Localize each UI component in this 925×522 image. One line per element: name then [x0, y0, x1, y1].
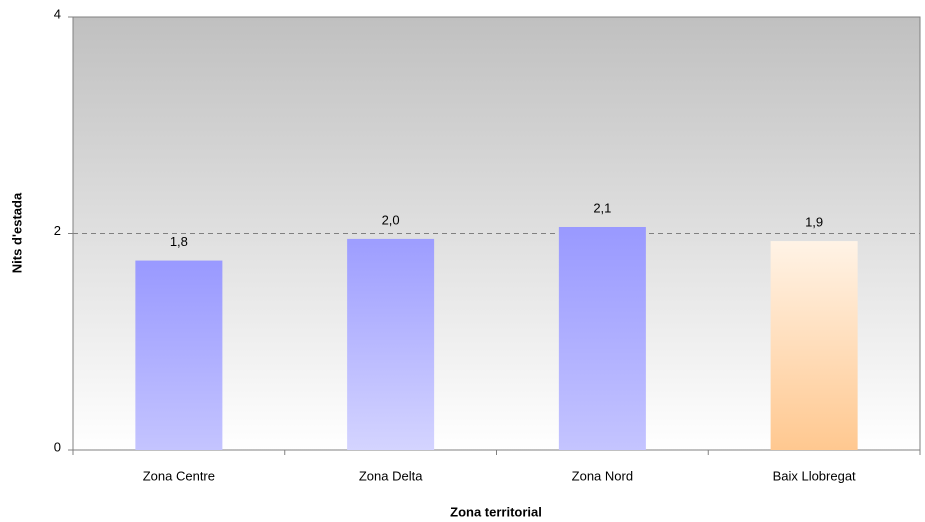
y-tick-label: 4 — [54, 6, 61, 21]
x-tick-label: Zona Centre — [143, 468, 215, 483]
data-label: 2,0 — [382, 212, 400, 227]
bar — [135, 260, 223, 450]
y-tick-label: 0 — [54, 439, 61, 454]
y-axis-title: Nits d'estada — [9, 192, 24, 273]
x-tick-label: Baix Llobregat — [773, 468, 856, 483]
y-tick-label: 2 — [54, 223, 61, 238]
x-tick-label: Zona Delta — [359, 468, 423, 483]
data-label: 1,8 — [170, 234, 188, 249]
x-tick-label: Zona Nord — [572, 468, 633, 483]
data-label: 2,1 — [593, 200, 611, 215]
x-axis-title: Zona territorial — [450, 504, 542, 519]
bar — [347, 238, 435, 450]
bar — [558, 227, 646, 450]
data-label: 1,9 — [805, 215, 823, 230]
bar — [770, 241, 858, 450]
